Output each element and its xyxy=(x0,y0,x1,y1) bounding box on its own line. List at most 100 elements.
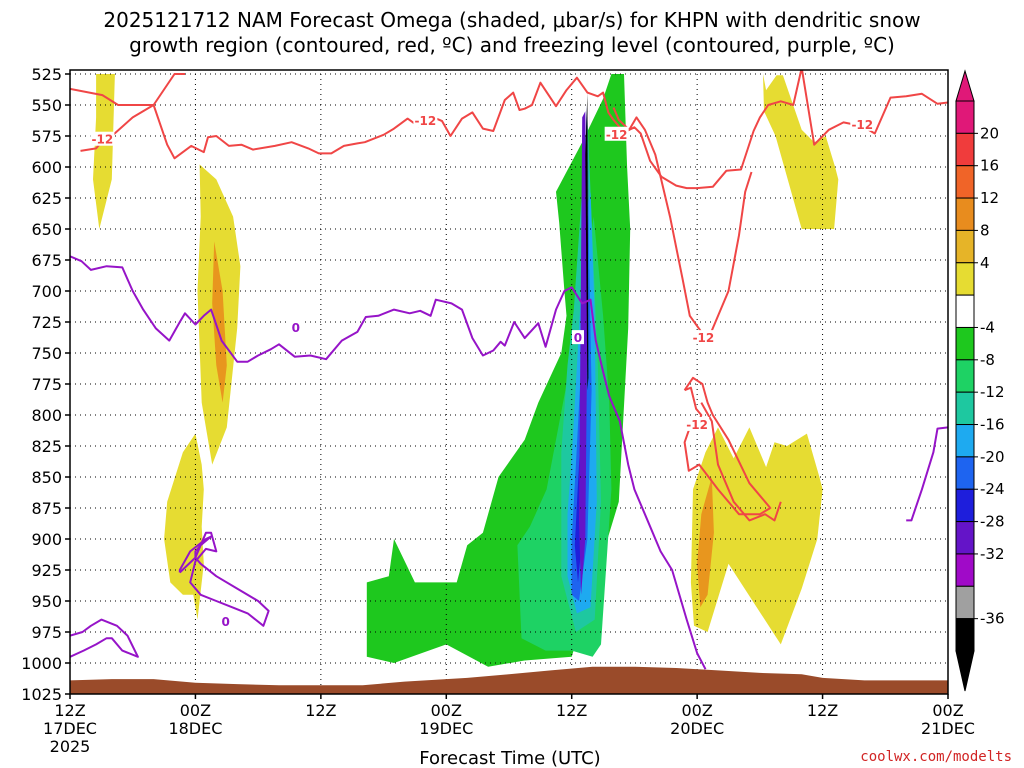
y-tick-label: 975 xyxy=(31,623,62,642)
fz-label: 0 xyxy=(292,321,300,335)
dgz-contour-1 xyxy=(80,73,185,152)
omega-region-14 xyxy=(585,92,589,391)
omega-region-6 xyxy=(697,477,714,608)
colorbar-box xyxy=(955,294,975,328)
colorbar: 20 16 12 8 4 -4 -8 -12 -16 -20 -24 -28 -32 -36 xyxy=(955,69,1005,692)
colorbar-max-arrow xyxy=(955,69,975,102)
colorbar-box xyxy=(955,553,975,587)
freezing-contour-4 xyxy=(906,426,948,522)
ground-fill xyxy=(70,666,948,694)
colorbar-box xyxy=(955,326,975,361)
y-tick-label: 725 xyxy=(31,313,62,332)
y-tick-label: 800 xyxy=(31,406,62,425)
fz-label: 0 xyxy=(574,331,582,345)
x-tick-label: 17DEC xyxy=(43,719,97,738)
dgz-label: -12 xyxy=(415,114,437,128)
colorbar-label: 8 xyxy=(980,221,990,239)
y-tick-label: 625 xyxy=(31,189,62,208)
freezing-contour-2 xyxy=(178,531,270,627)
colorbar-label: -24 xyxy=(980,480,1005,498)
x-tick-label: 21DEC xyxy=(921,719,975,738)
colorbar-box xyxy=(955,585,975,620)
dgz-label-bg xyxy=(850,116,875,131)
y-tick-label: 850 xyxy=(31,468,62,487)
omega-region-3 xyxy=(164,433,204,620)
dgz-label: -12 xyxy=(851,118,873,132)
colorbar-box xyxy=(955,424,975,458)
omega-region-5 xyxy=(690,427,823,645)
y-tick-label: 575 xyxy=(31,127,62,146)
y-tick-label: 900 xyxy=(31,530,62,549)
colorbar-box xyxy=(955,456,975,490)
omega-region-2 xyxy=(212,241,227,403)
y-tick-label: 525 xyxy=(31,65,62,84)
y-tick-label: 550 xyxy=(31,96,62,115)
dgz-label: -12 xyxy=(693,331,715,345)
fz-label-bg xyxy=(571,330,584,345)
omega-shading xyxy=(93,74,839,667)
omega-region-4 xyxy=(763,74,839,229)
fz-label-bg xyxy=(289,320,302,335)
dgz-contour-0 xyxy=(70,70,948,190)
colorbar-box xyxy=(955,359,975,393)
y-tick-label: 775 xyxy=(31,375,62,394)
terrain xyxy=(70,666,948,694)
colorbar-box xyxy=(955,618,975,652)
colorbar-label: 12 xyxy=(980,189,999,207)
colorbar-box xyxy=(955,262,975,296)
x-tick-label: 12Z xyxy=(305,701,336,720)
colorbar-label: -20 xyxy=(980,448,1005,466)
colorbar-box xyxy=(955,132,975,167)
x-tick-label: 12Z xyxy=(54,701,85,720)
x-tick-label: 18DEC xyxy=(168,719,222,738)
y-tick-label: 750 xyxy=(31,344,62,363)
y-tick-label: 925 xyxy=(31,561,62,580)
dgz-label-bg xyxy=(685,416,710,431)
omega-region-0 xyxy=(93,74,115,229)
colorbar-label: 4 xyxy=(980,254,990,272)
dgz-label: -12 xyxy=(606,128,628,142)
x-tick-label: 12Z xyxy=(807,701,838,720)
plot-frame xyxy=(69,69,949,695)
credit-text: coolwx.com/modelts xyxy=(860,749,1012,765)
y-axis-ticks: 525 550 575 600 625 650 675 700 725 750 775 800 825 8… xyxy=(21,65,70,704)
colorbar-box xyxy=(955,165,975,199)
colorbar-box xyxy=(955,488,975,523)
colorbar-label: -4 xyxy=(980,318,995,336)
colorbar-box xyxy=(955,197,975,231)
y-tick-label: 875 xyxy=(31,499,62,518)
colorbar-box xyxy=(955,521,975,555)
x-tick-label: 00Z xyxy=(180,701,211,720)
colorbar-box xyxy=(955,229,975,264)
freezing-contour-1 xyxy=(70,618,139,658)
freezing-contour-0 xyxy=(70,255,707,670)
x-tick-label: 00Z xyxy=(681,701,712,720)
dgz-contour-2 xyxy=(612,107,753,342)
y-tick-label: 600 xyxy=(31,158,62,177)
omega-region-13 xyxy=(579,98,590,595)
y-tick-label: 675 xyxy=(31,251,62,270)
x-tick-label: 00Z xyxy=(431,701,462,720)
fz-label-bg xyxy=(219,614,232,629)
y-tick-label: 825 xyxy=(31,437,62,456)
x-tick-label: 20DEC xyxy=(670,719,724,738)
colorbar-label: -28 xyxy=(980,513,1005,531)
dgz-label: -12 xyxy=(92,133,114,147)
colorbar-label: -16 xyxy=(980,416,1005,434)
colorbar-box xyxy=(955,100,975,134)
y-tick-label: 700 xyxy=(31,282,62,301)
dgz-label-bg xyxy=(604,126,629,141)
fz-label: 0 xyxy=(222,615,230,629)
dgz-label-bg xyxy=(90,131,115,146)
dgz-label-bg xyxy=(413,113,438,128)
y-tick-label: 1000 xyxy=(21,654,62,673)
title-line-2: growth region (contoured, red, ºC) and f… xyxy=(129,33,895,57)
x-tick-label: 19DEC xyxy=(419,719,473,738)
colorbar-label: -32 xyxy=(980,545,1005,563)
colorbar-label: -8 xyxy=(980,351,995,369)
x-tick-label: 00Z xyxy=(932,701,963,720)
y-tick-label: 950 xyxy=(31,592,62,611)
x-tick-label: 2025 xyxy=(50,737,91,756)
